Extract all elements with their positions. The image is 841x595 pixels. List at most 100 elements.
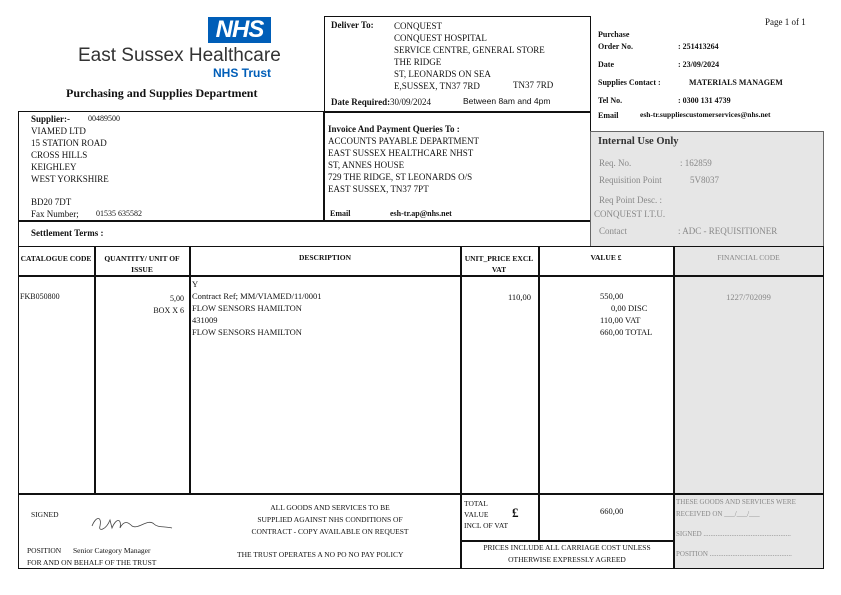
purchase-label: Purchase (598, 30, 630, 39)
address-line: 729 THE RIDGE, ST LEONARDS O/S (328, 172, 473, 182)
header-unit-price: UNIT_PRICE EXCL VAT (464, 254, 534, 274)
value-line: 110,00 VAT (600, 315, 641, 325)
value-line: 660,00 TOTAL (600, 327, 653, 337)
signed-label: SIGNED (31, 510, 59, 519)
org-sub: NHS Trust (212, 66, 271, 80)
address-line: VIAMED LTD (31, 126, 86, 136)
internal-use-title: Internal Use Only (598, 136, 679, 147)
catalogue-code: FKB050800 (20, 292, 60, 301)
received-note: THESE GOODS AND SERVICES WERE RECEIVED O… (676, 496, 796, 520)
description-line: Y (192, 279, 199, 289)
invoice-email[interactable]: esh-tr.ap@nhs.net (390, 209, 452, 218)
tel: : 0300 131 4739 (678, 96, 731, 105)
value-line: 0,00 DISC (611, 303, 648, 313)
description-line: Contract Ref; MM/VIAMED/11/0001 (192, 291, 322, 301)
supplies-email[interactable]: esh-tr.suppliescustomerservices@nhs.net (640, 110, 771, 119)
on-behalf: FOR AND ON BEHALF OF THE TRUST (27, 558, 157, 567)
invoice-label: Invoice And Payment Queries To : (328, 124, 460, 134)
address-line: CROSS HILLS (31, 150, 88, 160)
address-line: CONQUEST (394, 21, 443, 31)
address-line: THE RIDGE (394, 57, 442, 67)
description-line: 431009 (192, 315, 218, 325)
total-label-line: VALUE (464, 510, 489, 519)
total-label: TOTAL VALUE INCL OF VAT (464, 498, 508, 531)
req-point: 5V8037 (690, 175, 719, 185)
total-label-line: INCL OF VAT (464, 521, 509, 530)
total-value: 660,00 (600, 506, 624, 516)
req-desc-label: Req Point Desc. : (599, 195, 662, 205)
header-catalogue-code: CATALOGUE CODE (20, 254, 92, 263)
address-line: EAST SUSSEX, TN37 7PT (328, 184, 429, 194)
received-line: RECEIVED ON ___/___/___ (676, 510, 760, 518)
deliver-box (324, 16, 591, 113)
nhs-logo: NHS (208, 17, 271, 43)
description: Y Contract Ref; MM/VIAMED/11/0001 FLOW S… (192, 278, 322, 338)
invoice-email-label: Email (330, 209, 351, 218)
header-value: VALUE £ (590, 253, 622, 262)
address-line: ST, LEONARDS ON SEA (394, 69, 491, 79)
department: Purchasing and Supplies Department (66, 86, 258, 100)
financial-column (673, 247, 823, 568)
terms-line: CONTRACT - COPY AVAILABLE ON REQUEST (251, 527, 409, 536)
req-desc: CONQUEST I.T.U. (594, 209, 666, 219)
order-no-label: Order No. (598, 42, 633, 51)
position-label: POSITION (27, 546, 62, 555)
financial-code: 1227/702099 (726, 292, 771, 302)
received-line: THESE GOODS AND SERVICES WERE (676, 498, 796, 506)
carriage-note: PRICES INCLUDE ALL CARRIAGE COST UNLESS … (461, 542, 673, 566)
address-line: 15 STATION ROAD (31, 138, 107, 148)
address-line: SERVICE CENTRE, GENERAL STORE (394, 45, 545, 55)
order-date-label: Date (598, 60, 614, 69)
invoice-address: ACCOUNTS PAYABLE DEPARTMENT EAST SUSSEX … (328, 135, 479, 195)
quantity: 5,00 (170, 294, 184, 303)
address-line: WEST YORKSHIRE (31, 174, 109, 184)
total-label-line: TOTAL (464, 499, 488, 508)
position: Senior Category Manager (73, 546, 151, 555)
header-financial-code: FINANCIAL CODE (717, 253, 780, 262)
internal-use-box (590, 131, 824, 247)
org-name: East Sussex Healthcare (78, 45, 281, 66)
signature (91, 518, 173, 530)
carriage-line: OTHERWISE EXPRESSLY AGREED (508, 555, 626, 564)
deliver-postcode: TN37 7RD (513, 80, 554, 90)
divider (460, 246, 462, 569)
address-line: KEIGHLEY (31, 162, 77, 172)
address-line: ACCOUNTS PAYABLE DEPARTMENT (328, 136, 479, 146)
supplier-label: Supplier:- (31, 114, 71, 124)
divider (673, 246, 675, 569)
order-no: : 251413264 (678, 42, 719, 51)
contract-terms: ALL GOODS AND SERVICES TO BE SUPPLIED AG… (230, 502, 430, 538)
req-point-label: Requisition Point (599, 175, 662, 185)
divider (18, 493, 824, 495)
contact-label: Contact (599, 226, 627, 236)
description-line: FLOW SENSORS HAMILTON (192, 327, 302, 337)
address-line: ST, ANNES HOUSE (328, 160, 405, 170)
supplier-address: VIAMED LTD 15 STATION ROAD CROSS HILLS K… (31, 125, 109, 185)
divider (189, 246, 191, 494)
page-number: Page 1 of 1 (765, 17, 806, 27)
email-label: Email (598, 111, 619, 120)
divider (460, 540, 674, 542)
divider (94, 246, 96, 494)
terms-line: SUPPLIED AGAINST NHS CONDITIONS OF (257, 515, 403, 524)
supplies-contact: MATERIALS MANAGEM (689, 78, 783, 87)
no-po-policy: THE TRUST OPERATES A NO PO NO PAY POLICY (237, 550, 404, 559)
divider (538, 246, 540, 541)
date-required: 30/09/2024 (390, 97, 432, 107)
req-no-label: Req. No. (599, 158, 632, 168)
fax: 01535 635582 (96, 209, 142, 218)
order-date: : 23/09/2024 (678, 60, 720, 69)
deliver-label: Deliver To: (331, 20, 374, 30)
unit-of-issue: BOX X 6 (153, 306, 184, 315)
deliver-address: CONQUEST CONQUEST HOSPITAL SERVICE CENTR… (394, 20, 545, 92)
divider (18, 275, 824, 277)
items-table (18, 246, 824, 569)
supplies-contact-label: Supplies Contact : (598, 78, 661, 87)
address-line: EAST SUSSEX HEALTHCARE NHST (328, 148, 474, 158)
settlement-terms: Settlement Terms : (31, 228, 104, 238)
fax-label: Fax Number; (31, 209, 79, 219)
req-no: : 162859 (680, 158, 712, 168)
date-required-label: Date Required: (331, 97, 391, 107)
unit-price: 110,00 (507, 292, 531, 302)
